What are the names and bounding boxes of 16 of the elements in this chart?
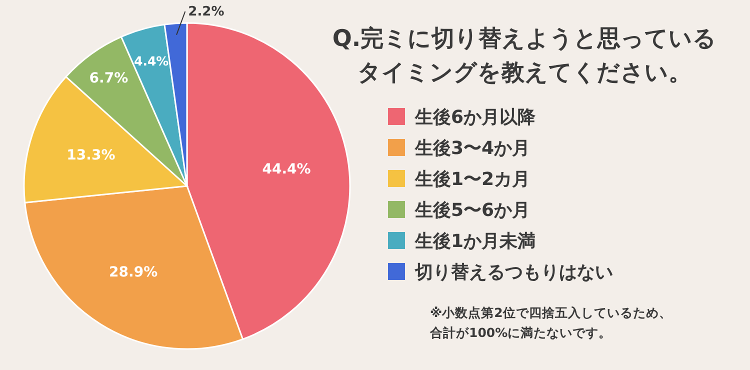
- data-label: 6.7%: [89, 70, 128, 87]
- pie-slice: [65, 36, 188, 187]
- legend-label: 生後1か月未満: [414, 231, 536, 252]
- legend-label: 生後1〜2カ月: [414, 169, 530, 190]
- legend-label: 切り替えるつもりはない: [414, 262, 613, 283]
- data-label: 4.4%: [134, 54, 170, 69]
- pie-slice: [24, 185, 244, 350]
- text: ※小数点第2位で四捨五入しているため、合計が100%に満たないです。: [430, 304, 673, 342]
- data-label: 13.3%: [66, 148, 116, 164]
- data-label: 2.2%: [188, 4, 224, 20]
- legend-label: 生後5〜6か月: [414, 200, 530, 221]
- data-label: 28.9%: [109, 264, 158, 281]
- text: Q.完ミに切り替えようと思っているタイミングを教えてください。: [331, 25, 718, 88]
- data-label: 44.4%: [262, 161, 311, 178]
- legend-label: 生後6か月以降: [414, 107, 537, 128]
- legend-label: 生後3〜4か月: [414, 138, 530, 159]
